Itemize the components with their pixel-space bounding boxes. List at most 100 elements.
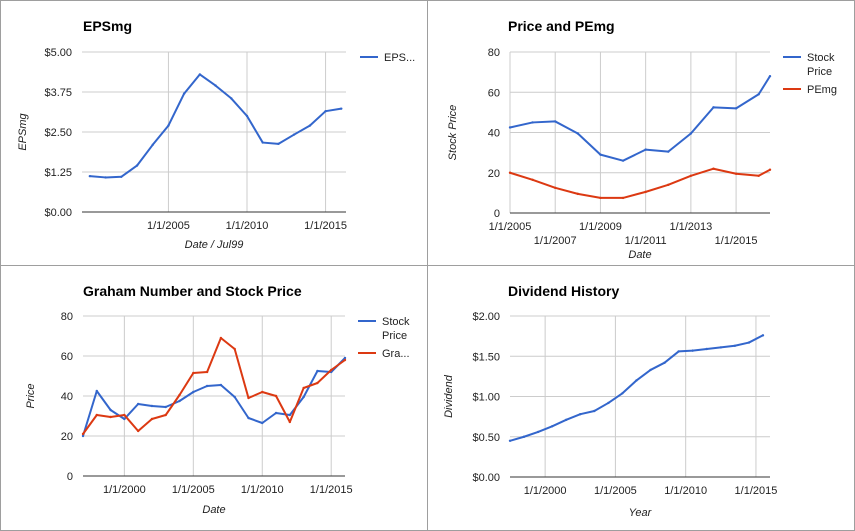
dividend-data-point — [747, 341, 751, 344]
price-pe-data-point — [734, 172, 738, 175]
graham-data-point — [316, 381, 319, 385]
graham-x-tick-label: 1/1/2015 — [310, 484, 353, 496]
price-pe-x-tick-label: 1/1/2015 — [715, 235, 758, 247]
price-pe-data-point — [599, 153, 602, 156]
graham-data-point — [192, 371, 195, 375]
graham-data-point — [150, 404, 154, 408]
dividend-data-point — [663, 361, 666, 364]
eps-data-point — [277, 142, 280, 146]
graham-data-point — [302, 386, 305, 390]
eps-chart-panel — [0, 0, 428, 266]
eps-data-point — [120, 175, 123, 178]
graham-data-point — [274, 394, 278, 398]
eps-x-tick-label: 1/1/2005 — [147, 220, 190, 232]
price-pe-x-tick-label: 1/1/2007 — [534, 235, 577, 247]
price-pe-data-point — [621, 196, 625, 200]
eps-data-point — [104, 176, 107, 179]
eps-x-tick-label: 1/1/2015 — [304, 220, 347, 232]
price-pe-data-point — [712, 167, 715, 170]
dividend-series-line-1 — [509, 334, 764, 442]
dividend-y-tick-label: $1.50 — [472, 351, 500, 363]
dividend-data-point — [621, 392, 624, 395]
graham-data-point — [302, 395, 305, 399]
graham-data-point — [219, 383, 223, 387]
graham-data-point — [136, 429, 140, 433]
eps-legend-entry: EPS... — [360, 52, 415, 64]
graham-data-point — [95, 389, 98, 393]
eps-data-point — [214, 84, 217, 87]
graham-data-point — [330, 368, 333, 372]
price-pe-chart: Price and PEmg0204060801/1/20051/1/20071… — [447, 18, 837, 261]
graham-data-point — [123, 417, 126, 421]
graham-data-point — [164, 405, 167, 409]
eps-y-tick-label: $0.00 — [44, 207, 72, 219]
dividend-data-point — [565, 418, 568, 422]
graham-legend-label: Stock — [382, 316, 410, 328]
eps-y-tick-label: $1.25 — [44, 167, 72, 179]
dividend-data-point — [719, 346, 723, 349]
price-pe-data-point — [768, 74, 772, 78]
graham-data-point — [274, 411, 278, 415]
price-pe-data-point — [599, 196, 602, 200]
graham-data-point — [233, 347, 236, 351]
graham-data-point — [178, 399, 181, 403]
price-pe-series-line-1 — [509, 75, 771, 162]
price-pe-data-point — [554, 186, 557, 190]
graham-title: Graham Number and Stock Price — [83, 283, 302, 299]
graham-y-tick-label: 40 — [61, 391, 73, 403]
eps-series-line-1 — [89, 73, 342, 179]
eps-data-point — [340, 107, 343, 110]
graham-y-tick-label: 20 — [61, 431, 73, 443]
eps-data-point — [261, 141, 264, 144]
price-pe-title: Price and PEmg — [508, 18, 615, 34]
dividend-data-point — [607, 401, 610, 405]
dividend-data-point — [508, 439, 512, 442]
price-pe-data-point — [667, 150, 670, 153]
dividend-data-point — [677, 350, 680, 353]
dividend-data-point — [550, 425, 554, 428]
price-pe-data-point — [757, 174, 760, 177]
eps-data-point — [135, 164, 139, 167]
price-pe-y-tick-label: 40 — [488, 128, 500, 140]
eps-data-point — [182, 92, 186, 95]
graham-y-tick-label: 60 — [61, 351, 73, 363]
price-pe-x-tick-label: 1/1/2005 — [489, 221, 532, 233]
eps-data-point — [292, 133, 296, 136]
graham-data-point — [95, 413, 98, 417]
price-pe-y-tick-label: 0 — [494, 208, 500, 220]
dividend-x-axis-label: Year — [629, 507, 653, 519]
graham-chart: Graham Number and Stock Price 0 20 40 60 80 1/… — [25, 283, 410, 516]
graham-data-point — [288, 413, 292, 417]
price-pe-data-point — [757, 93, 760, 96]
price-pe-data-point — [576, 132, 580, 135]
dividend-data-point — [579, 413, 582, 416]
price-pe-data-point — [768, 168, 772, 171]
graham-data-point — [109, 415, 112, 419]
price-pe-legend-label: Stock — [807, 52, 835, 64]
graham-data-point — [316, 369, 319, 373]
eps-data-point — [88, 174, 92, 178]
graham-data-point — [205, 370, 209, 374]
price-pe-x-tick-label: 1/1/2013 — [669, 221, 712, 233]
dividend-x-tick-label: 1/1/2015 — [735, 485, 778, 497]
dividend-data-point — [761, 334, 765, 337]
price-pe-data-point — [689, 132, 693, 135]
dividend-y-tick-label: $2.00 — [472, 311, 500, 323]
dividend-x-tick-label: 1/1/2000 — [524, 485, 567, 497]
dividend-data-point — [593, 409, 596, 413]
graham-data-point — [81, 432, 85, 436]
graham-series-line-1 — [82, 357, 346, 437]
price-pe-data-point — [689, 174, 693, 177]
graham-x-tick-label: 1/1/2000 — [103, 484, 146, 496]
eps-data-point — [308, 124, 312, 127]
graham-data-point — [219, 336, 223, 340]
dividend-data-point — [522, 435, 526, 438]
graham-legend-label: Gra... — [382, 348, 410, 360]
graham-data-point — [261, 421, 264, 425]
price-pe-legend-label: PEmg — [807, 84, 837, 96]
graham-data-point — [109, 408, 112, 412]
dividend-y-axis-label: Dividend — [443, 374, 455, 418]
graham-legend-entry: Gra... — [358, 348, 410, 360]
graham-data-point — [288, 420, 292, 424]
price-pe-legend-entry: Stock Price — [783, 52, 835, 78]
